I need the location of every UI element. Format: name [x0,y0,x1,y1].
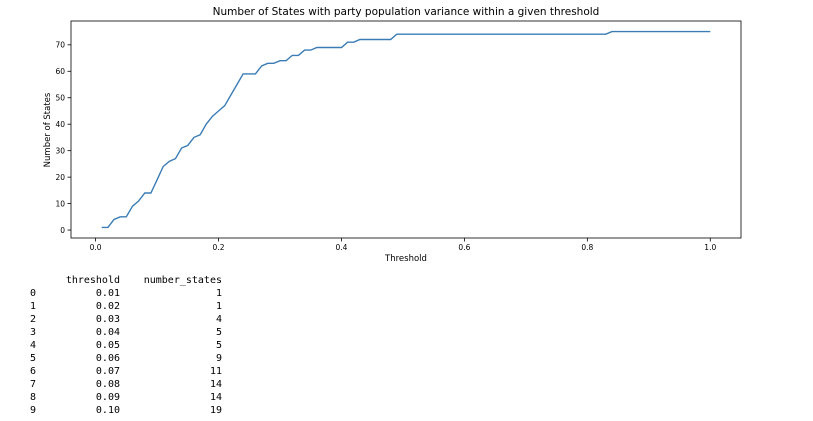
column-header-number-states: number_states [143,275,222,286]
table-row: 1 0.02 1 [30,300,222,313]
x-tick-label: 0.4 [335,243,347,252]
plot-area [70,20,742,239]
x-tick-label: 0.8 [581,243,593,252]
number-states-cell: 19 [209,405,222,416]
row-index: 1 [30,301,37,312]
x-axis-label: Threshold [384,254,427,264]
table-row: 3 0.04 5 [30,326,222,339]
line-chart: Number of States with party population v… [43,6,742,264]
number-states-cell: 14 [209,392,222,403]
table-header-row: threshold number_states [30,274,222,287]
x-axis-ticks: 0.0 0.2 0.4 0.6 0.8 1.0 [90,238,716,252]
y-tick-label: 0 [60,226,65,235]
table-row: 8 0.09 14 [30,391,222,404]
number-states-cell: 9 [215,353,222,364]
threshold-cell: 0.02 [95,301,120,312]
row-index: 2 [30,314,37,325]
threshold-cell: 0.07 [95,366,120,377]
chart-title: Number of States with party population v… [213,6,600,18]
index-header [30,274,54,287]
table-row: 0 0.01 1 [30,287,222,300]
y-tick-label: 30 [55,146,65,155]
table-row: 7 0.08 14 [30,378,222,391]
table-row: 2 0.03 4 [30,313,222,326]
table-row: 6 0.07 11 [30,365,222,378]
y-tick-label: 10 [55,199,65,208]
threshold-cell: 0.08 [95,379,120,390]
threshold-cell: 0.10 [95,405,120,416]
threshold-cell: 0.01 [95,288,120,299]
x-tick-label: 0.2 [213,243,225,252]
y-axis-label: Number of States [43,92,53,167]
row-index: 6 [30,366,37,377]
series-line [101,30,711,229]
threshold-cell: 0.03 [95,314,120,325]
x-tick-label: 0.0 [90,243,102,252]
x-tick-label: 0.6 [458,243,470,252]
row-index: 9 [30,405,37,416]
y-tick-label: 20 [55,173,65,182]
number-states-cell: 1 [215,301,222,312]
table-row: 5 0.06 9 [30,352,222,365]
y-tick-label: 40 [55,120,65,129]
threshold-cell: 0.09 [95,392,120,403]
row-index: 5 [30,353,37,364]
x-tick-label: 1.0 [704,243,716,252]
row-index: 0 [30,288,37,299]
data-table: threshold number_states 0 0.01 1 1 0.02 1 2 0… [30,274,222,417]
threshold-cell: 0.04 [95,327,120,338]
row-index: 4 [30,340,37,351]
number-states-cell: 5 [215,327,222,338]
number-states-cell: 5 [215,340,222,351]
y-tick-label: 50 [55,93,65,102]
threshold-cell: 0.06 [95,353,120,364]
table-row: 4 0.05 5 [30,339,222,352]
table-row: 9 0.10 19 [30,404,222,417]
column-header-threshold: threshold [65,275,120,286]
y-tick-label: 60 [55,67,65,76]
row-index: 3 [30,327,37,338]
row-index: 7 [30,379,37,390]
y-tick-label: 70 [55,41,65,50]
row-index: 8 [30,392,37,403]
y-axis-ticks: 0 10 20 30 40 50 60 70 [55,41,71,235]
number-states-cell: 14 [209,379,222,390]
number-states-cell: 1 [215,288,222,299]
number-states-cell: 11 [209,366,222,377]
number-states-cell: 4 [215,314,222,325]
threshold-cell: 0.05 [95,340,120,351]
